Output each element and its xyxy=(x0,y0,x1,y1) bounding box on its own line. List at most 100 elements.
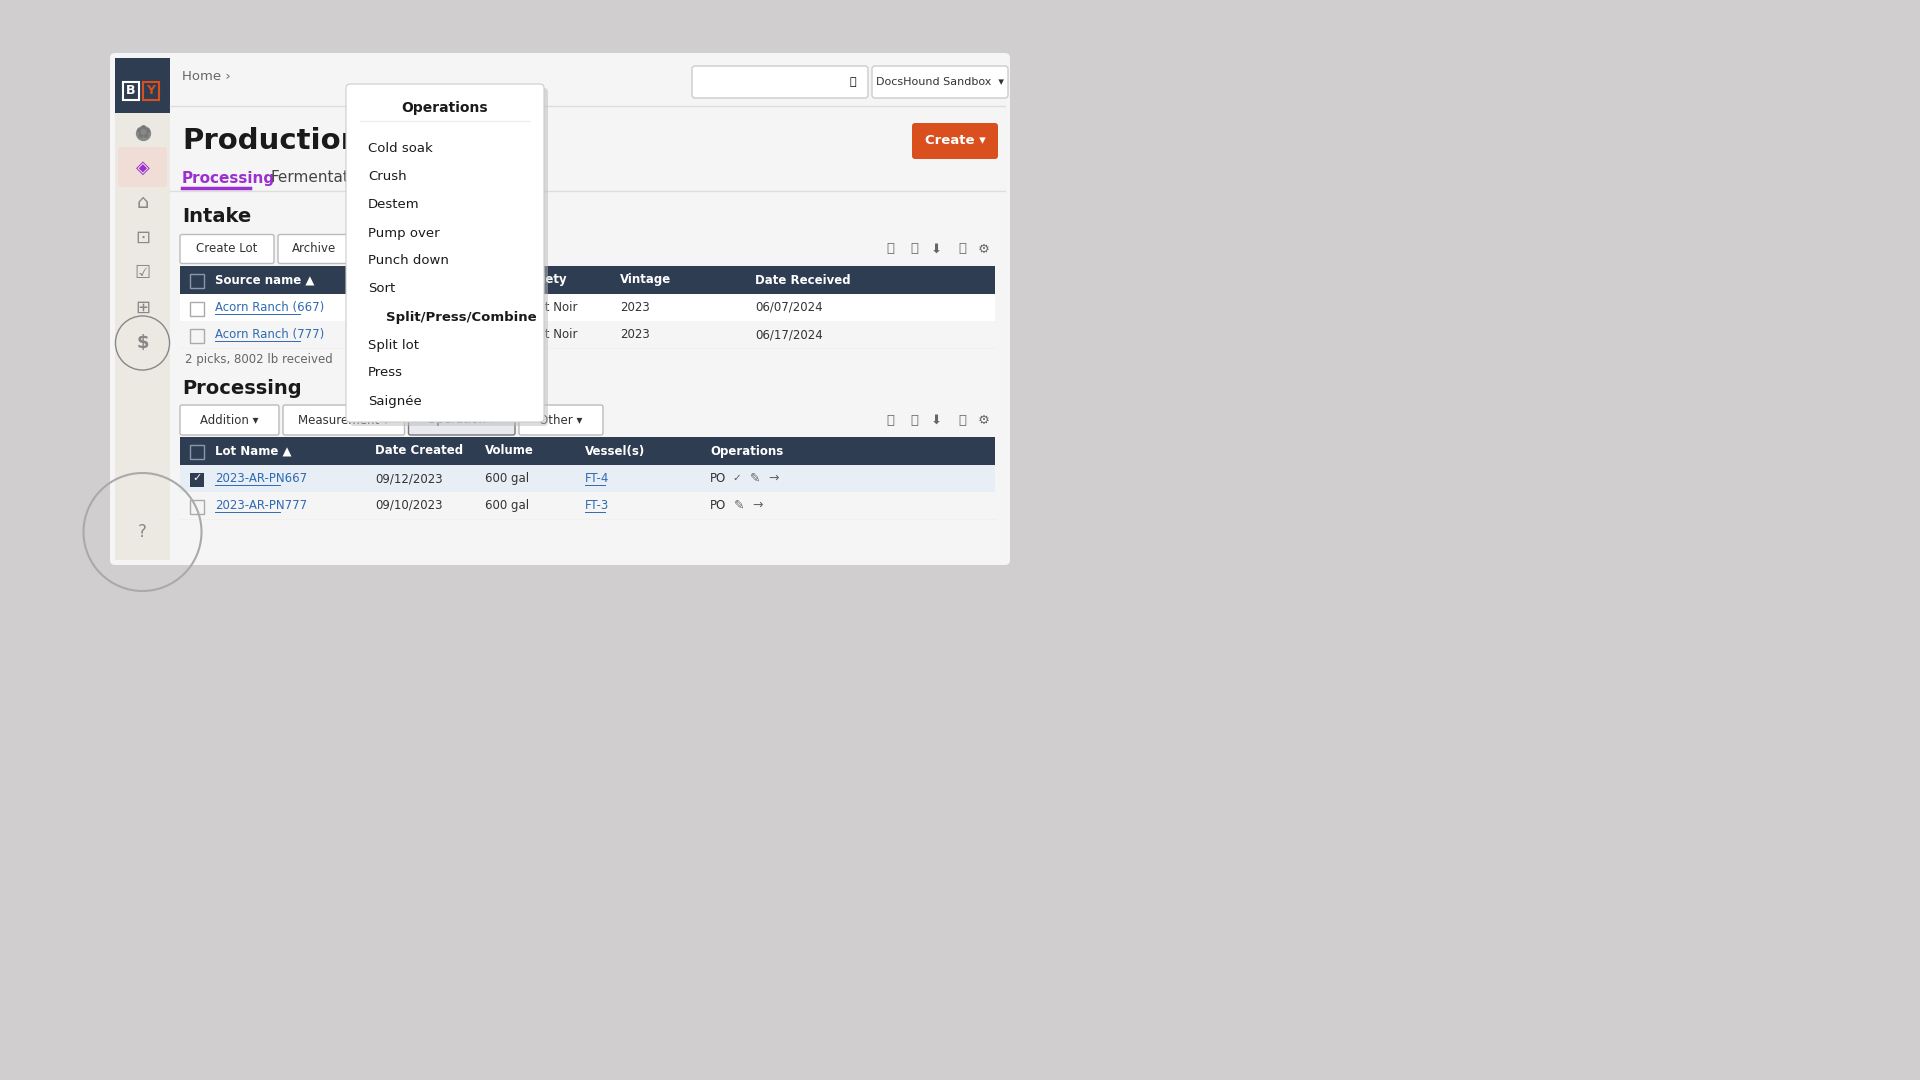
Text: Processing: Processing xyxy=(182,171,275,186)
Text: 06/07/2024: 06/07/2024 xyxy=(755,301,822,314)
Text: Acorn Ranch (667): Acorn Ranch (667) xyxy=(215,301,324,314)
Text: 2023: 2023 xyxy=(620,301,649,314)
Text: Other ▾: Other ▾ xyxy=(540,414,582,427)
Text: Volume: Volume xyxy=(486,445,534,458)
Text: ⬇: ⬇ xyxy=(931,414,943,427)
Text: Create ▾: Create ▾ xyxy=(925,135,985,148)
Text: Create Lot: Create Lot xyxy=(196,243,257,256)
Text: Date Created: Date Created xyxy=(374,445,463,458)
Text: PO: PO xyxy=(710,472,726,485)
Text: Acorn Ranch (777): Acorn Ranch (777) xyxy=(215,328,324,341)
Text: Operations: Operations xyxy=(401,102,488,114)
Text: Addition ▾: Addition ▾ xyxy=(200,414,259,427)
Text: Sort: Sort xyxy=(369,283,396,296)
Text: ⚙: ⚙ xyxy=(977,414,991,427)
Text: 600 gal: 600 gal xyxy=(486,499,530,512)
Text: 🔍: 🔍 xyxy=(885,414,895,427)
Text: ⚙: ⚙ xyxy=(977,243,991,256)
Text: Press: Press xyxy=(369,366,403,379)
FancyBboxPatch shape xyxy=(912,123,998,159)
Bar xyxy=(180,437,995,465)
Text: FT-4: FT-4 xyxy=(586,472,609,485)
Text: Fermentation: Fermentation xyxy=(271,171,372,186)
Text: Operation ▾: Operation ▾ xyxy=(428,414,495,427)
Bar xyxy=(115,58,171,113)
Text: 09/10/2023: 09/10/2023 xyxy=(374,499,442,512)
FancyBboxPatch shape xyxy=(872,66,1008,98)
Text: 500 t: 500 t xyxy=(386,301,415,314)
Text: 2023: 2023 xyxy=(620,328,649,341)
Text: Pump over: Pump over xyxy=(369,227,440,240)
Text: ◈: ◈ xyxy=(136,159,150,177)
Text: 600 gal: 600 gal xyxy=(486,472,530,485)
Text: 🗑: 🗑 xyxy=(958,243,966,256)
Text: Measurement ▾: Measurement ▾ xyxy=(298,414,390,427)
Bar xyxy=(180,492,995,519)
Text: →: → xyxy=(768,472,778,485)
Text: ⊞: ⊞ xyxy=(134,299,150,318)
FancyBboxPatch shape xyxy=(282,405,405,435)
Text: ?: ? xyxy=(138,523,148,541)
Bar xyxy=(190,473,204,486)
Text: 500 lb: 500 lb xyxy=(386,328,422,341)
Bar xyxy=(190,499,204,513)
Text: ⬇: ⬇ xyxy=(931,243,943,256)
Text: ⌂: ⌂ xyxy=(136,193,148,213)
FancyBboxPatch shape xyxy=(346,84,543,422)
FancyBboxPatch shape xyxy=(691,66,868,98)
FancyBboxPatch shape xyxy=(180,234,275,264)
Text: 🔍: 🔍 xyxy=(885,243,895,256)
Bar xyxy=(180,266,995,294)
Text: DocsHound Sandbox  ▾: DocsHound Sandbox ▾ xyxy=(876,77,1004,87)
Text: Available Amount: Available Amount xyxy=(386,273,501,286)
FancyBboxPatch shape xyxy=(518,405,603,435)
Text: Processing: Processing xyxy=(182,378,301,397)
Bar xyxy=(180,465,995,492)
Text: 🖨: 🖨 xyxy=(910,243,918,256)
Text: Archive: Archive xyxy=(292,243,336,256)
Text: Split/Press/Combine: Split/Press/Combine xyxy=(386,311,536,324)
Text: Variety: Variety xyxy=(520,273,568,286)
Bar xyxy=(190,274,204,288)
Text: Saignée: Saignée xyxy=(369,394,422,407)
Text: Punch down: Punch down xyxy=(369,255,449,268)
Bar xyxy=(180,294,995,321)
Text: Intake: Intake xyxy=(182,207,252,227)
Text: Lot Name ▲: Lot Name ▲ xyxy=(215,445,292,458)
FancyBboxPatch shape xyxy=(278,234,349,264)
Text: ☑: ☑ xyxy=(134,264,150,282)
FancyBboxPatch shape xyxy=(349,87,547,426)
Text: 09/12/2023: 09/12/2023 xyxy=(374,472,444,485)
Bar xyxy=(123,82,138,100)
Text: Operations: Operations xyxy=(710,445,783,458)
Text: Cold soak: Cold soak xyxy=(369,143,432,156)
Text: B: B xyxy=(127,84,136,97)
Text: Date Received: Date Received xyxy=(755,273,851,286)
Bar xyxy=(142,82,159,100)
Text: ⊡: ⊡ xyxy=(134,229,150,247)
Text: Pinot Noir: Pinot Noir xyxy=(520,301,578,314)
Text: 2023-AR-PN667: 2023-AR-PN667 xyxy=(215,472,307,485)
Text: Production: Production xyxy=(182,127,361,156)
Text: 2023-AR-PN777: 2023-AR-PN777 xyxy=(215,499,307,512)
FancyBboxPatch shape xyxy=(180,405,278,435)
Text: Destem: Destem xyxy=(369,199,420,212)
Bar xyxy=(190,301,204,315)
Text: 06/17/2024: 06/17/2024 xyxy=(755,328,824,341)
Text: FT-3: FT-3 xyxy=(586,499,609,512)
Text: Home ›: Home › xyxy=(182,69,230,82)
Text: Crush: Crush xyxy=(369,171,407,184)
Bar xyxy=(190,328,204,342)
Bar xyxy=(190,445,204,459)
FancyBboxPatch shape xyxy=(109,53,1010,565)
Text: Vintage: Vintage xyxy=(620,273,672,286)
Text: ✓: ✓ xyxy=(192,473,202,484)
Text: 🖨: 🖨 xyxy=(910,414,918,427)
Text: →: → xyxy=(753,499,762,512)
FancyBboxPatch shape xyxy=(117,147,167,187)
Bar xyxy=(180,321,995,348)
Text: ✎: ✎ xyxy=(751,472,760,485)
Text: 🔍: 🔍 xyxy=(851,77,856,87)
Text: ✿: ✿ xyxy=(134,124,150,141)
Text: ✓: ✓ xyxy=(732,473,741,484)
